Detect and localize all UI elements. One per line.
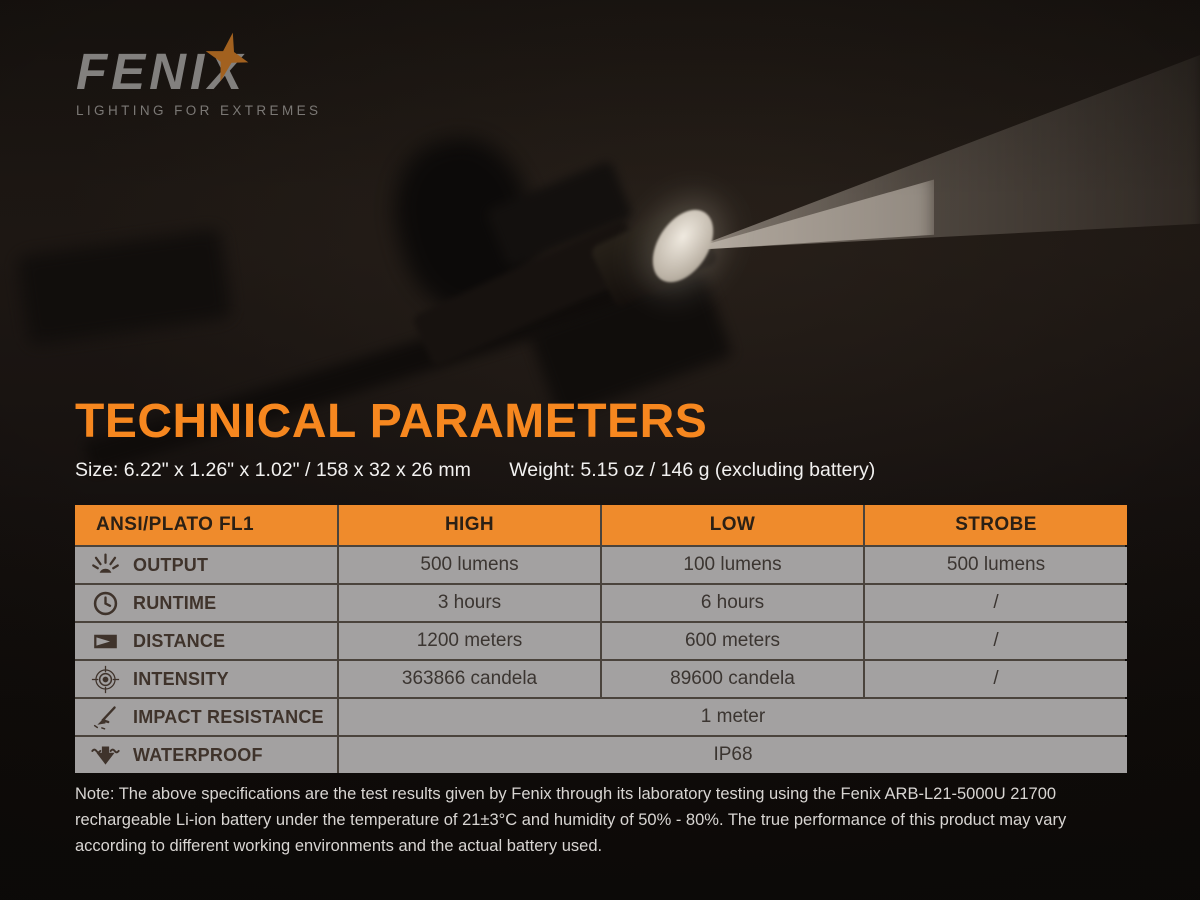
- row-label-text: INTENSITY: [133, 668, 229, 689]
- table-value: 600 meters: [602, 623, 863, 659]
- impact-resistance-icon: [90, 702, 120, 732]
- runtime-icon: [90, 588, 120, 618]
- table-value: 1 meter: [339, 699, 1127, 735]
- table-value: /: [865, 585, 1127, 621]
- intensity-icon: [90, 664, 120, 694]
- table-value: /: [865, 623, 1127, 659]
- star-icon: [202, 32, 252, 84]
- fenix-logo: FENIX LIGHTING FOR EXTREMES: [76, 32, 322, 118]
- table-value: IP68: [339, 737, 1127, 773]
- row-label-waterproof: WATERPROOF: [75, 737, 337, 773]
- output-icon: [90, 550, 120, 580]
- spec-table: ANSI/PLATO FL1 HIGH LOW STROBE OUTPUT 500 lu…: [75, 505, 1127, 773]
- table-value: 1200 meters: [339, 623, 600, 659]
- table-value: 500 lumens: [339, 547, 600, 583]
- size-value: Size: 6.22" x 1.26" x 1.02" / 158 x 32 x…: [75, 459, 471, 481]
- distance-icon: [90, 626, 120, 656]
- row-label-distance: DISTANCE: [75, 623, 337, 659]
- row-label-text: RUNTIME: [133, 592, 217, 613]
- table-header-strobe: STROBE: [865, 505, 1127, 545]
- table-header-ansi-plato: ANSI/PLATO FL1: [75, 505, 337, 545]
- weight-value: Weight: 5.15 oz / 146 g (excluding batte…: [509, 459, 876, 481]
- row-label-output: OUTPUT: [75, 547, 337, 583]
- row-label-impact-resistance: IMPACT RESISTANCE: [75, 699, 337, 735]
- table-value: /: [865, 661, 1127, 697]
- table-value: 3 hours: [339, 585, 600, 621]
- row-label-text: OUTPUT: [133, 554, 209, 575]
- row-label-runtime: RUNTIME: [75, 585, 337, 621]
- waterproof-icon: [90, 740, 120, 770]
- brand-tagline: LIGHTING FOR EXTREMES: [76, 103, 322, 118]
- table-header-high: HIGH: [339, 505, 600, 545]
- table-header-low: LOW: [602, 505, 863, 545]
- row-label-text: DISTANCE: [133, 630, 226, 651]
- dimensions-line: Size: 6.22" x 1.26" x 1.02" / 158 x 32 x…: [75, 459, 1125, 482]
- table-value: 89600 candela: [602, 661, 863, 697]
- note-text: Note: The above specifications are the t…: [75, 785, 1067, 855]
- row-label-text: IMPACT RESISTANCE: [133, 706, 324, 727]
- table-value: 500 lumens: [865, 547, 1127, 583]
- page-title: TECHNICAL PARAMETERS: [75, 395, 708, 448]
- row-label-text: WATERPROOF: [133, 744, 263, 765]
- row-label-intensity: INTENSITY: [75, 661, 337, 697]
- table-value: 100 lumens: [602, 547, 863, 583]
- brand-name: FENIX: [76, 43, 247, 100]
- table-value: 6 hours: [602, 585, 863, 621]
- table-value: 363866 candela: [339, 661, 600, 697]
